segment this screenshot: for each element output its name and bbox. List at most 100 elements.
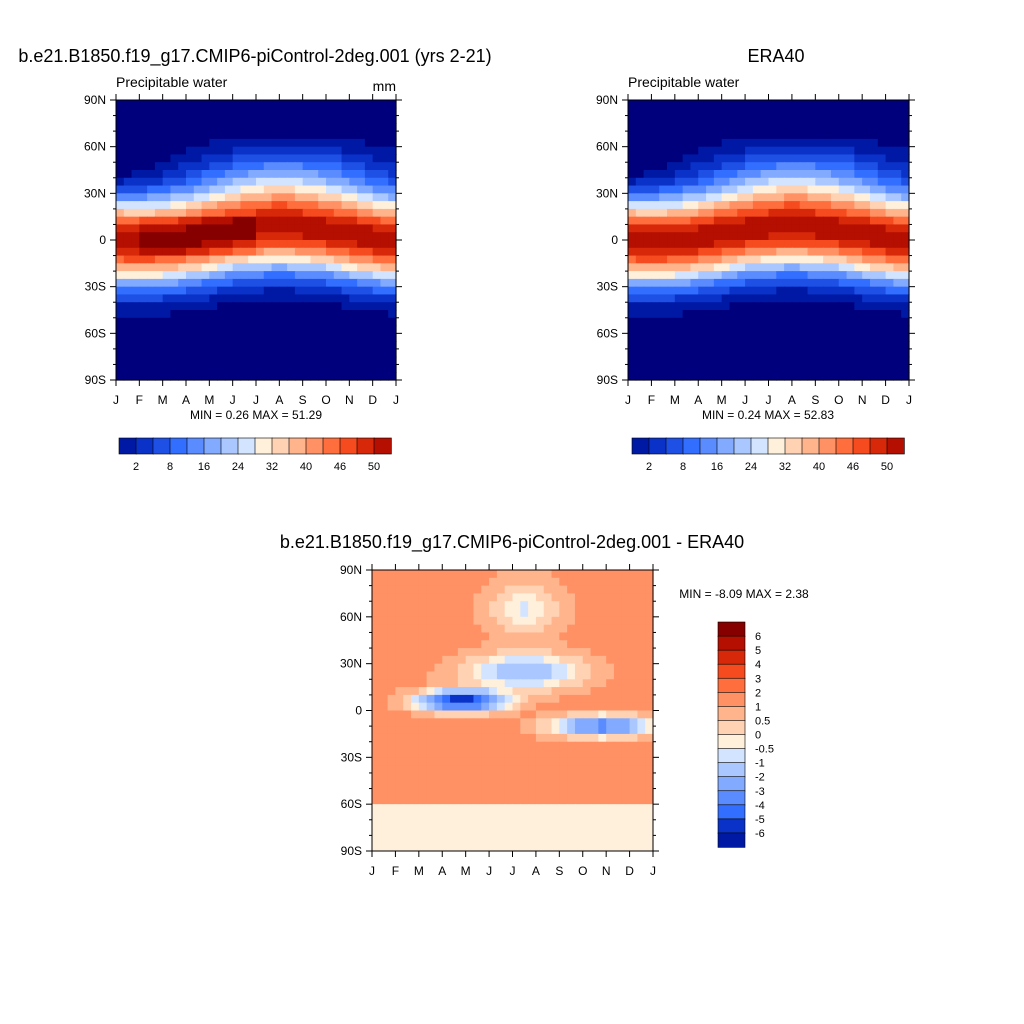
diff-field-cell (372, 765, 381, 774)
era40-field-cell (862, 271, 871, 280)
era40-field-cell (752, 247, 762, 257)
diff-field-cell (598, 765, 607, 774)
era40-field-cell (698, 131, 707, 140)
diff-field-cell (457, 632, 467, 641)
diff-field-cell (567, 655, 576, 665)
diff-field-cell (395, 788, 404, 797)
model-field-cell (139, 107, 148, 117)
era40-field-cell (690, 286, 699, 296)
era40-field-cell (854, 162, 863, 171)
model-field-cell (372, 286, 382, 296)
diff-field-cell (489, 609, 498, 618)
diff-field-cell (395, 726, 404, 735)
era40-field-cell (729, 278, 738, 288)
diff-field-cell (496, 772, 506, 782)
diff-field-cell (403, 733, 412, 743)
era40-field-cell (713, 333, 723, 342)
era40-field-cell (698, 208, 707, 218)
diff-field-cell (418, 632, 428, 641)
model-field-cell (287, 224, 296, 233)
diff-field-cell (411, 726, 420, 735)
colorbar-label: 24 (232, 461, 244, 473)
panel-model-field (116, 100, 397, 381)
model-field-cell (201, 154, 210, 163)
era40-field-cell (635, 146, 645, 156)
model-field-cell (248, 240, 257, 249)
model-field-cell (139, 185, 148, 194)
model-field-cell (248, 294, 257, 303)
era40-field-cell (667, 247, 676, 257)
era40-field-cell (807, 278, 816, 288)
model-field-cell (357, 333, 366, 342)
diff-field-cell (442, 726, 451, 735)
model-field-cell (123, 216, 133, 226)
era40-field-cell (713, 138, 723, 148)
model-field-cell (240, 232, 249, 241)
era40-field-cell (838, 278, 848, 288)
era40-field-cell (659, 286, 668, 296)
model-field-cell (248, 224, 257, 233)
diff-field-cell (372, 601, 381, 610)
diff-field-cell (567, 788, 576, 797)
model-field-cell (256, 263, 265, 272)
model-field-cell (162, 146, 172, 156)
model-field-cell (287, 294, 296, 303)
diff-field-cell (481, 765, 490, 774)
diff-field-cell (621, 741, 631, 751)
diff-field-cell (434, 648, 443, 657)
diff-field-cell (450, 796, 459, 805)
diff-field-cell (512, 772, 521, 782)
era40-field-cell (893, 333, 902, 342)
model-field-cell (209, 162, 218, 171)
diff-field-cell (450, 835, 459, 844)
diff-field-cell (582, 780, 592, 790)
era40-field-cell (885, 278, 894, 288)
model-field-cell (302, 201, 312, 210)
model-field-cell (147, 286, 156, 296)
model-field-cell (123, 170, 133, 179)
diff-field-cell (645, 585, 654, 595)
era40-field-cell (862, 317, 871, 327)
era40-field-cell (784, 224, 793, 233)
model-field-cell (326, 232, 335, 241)
model-field-cell (116, 185, 125, 194)
model-field-cell (372, 131, 382, 140)
model-field-cell (154, 317, 164, 327)
diff-field-cell (426, 780, 436, 790)
diff-field-cell (543, 624, 553, 634)
era40-field-cell (690, 271, 699, 280)
era40-field-cell (877, 364, 887, 373)
diff-field-cell (403, 835, 412, 844)
model-field-cell (310, 310, 319, 319)
diff-field-cell (543, 757, 553, 766)
diff-field-cell (473, 765, 482, 774)
diff-field-cell (535, 687, 545, 696)
diff-field-cell (520, 694, 529, 704)
era40-field-cell (893, 325, 902, 334)
era40-field-cell (713, 154, 723, 163)
era40-field-cell (682, 100, 692, 109)
diff-field-cell (434, 819, 443, 829)
diff-field-cell (496, 655, 506, 665)
era40-field-cell (737, 232, 746, 241)
diff-field-cell (520, 811, 529, 821)
era40-field-cell (768, 177, 777, 187)
diff-field-cell (496, 780, 506, 790)
diff-field-cell (528, 718, 537, 727)
diff-field-cell (504, 616, 514, 626)
era40-field-cell (784, 154, 793, 163)
model-field-cell (349, 317, 358, 327)
era40-field-cell (706, 185, 715, 194)
era40-field-cell (721, 177, 731, 187)
model-field-cell (248, 162, 257, 171)
diff-field-cell (426, 811, 436, 821)
model-field-cell (326, 224, 335, 233)
era40-field-cell (628, 271, 637, 280)
era40-field-cell (690, 100, 699, 109)
era40-field-cell (799, 356, 809, 366)
model-field-cell (217, 271, 226, 280)
model-field-cell (193, 138, 203, 148)
era40-field-cell (862, 170, 871, 179)
diff-field-cell (426, 827, 436, 836)
model-field-cell (217, 356, 226, 366)
